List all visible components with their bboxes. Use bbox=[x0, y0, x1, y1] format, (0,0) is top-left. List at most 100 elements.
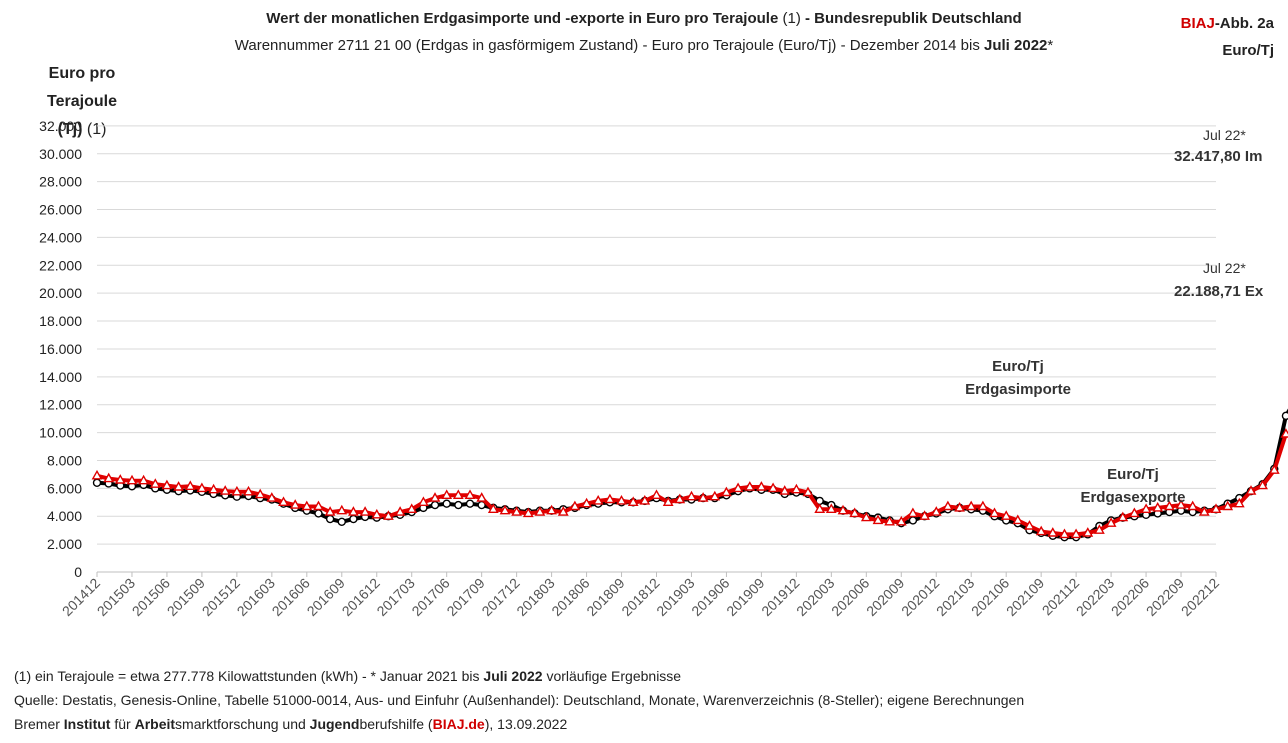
x-tick-label: 202203 bbox=[1073, 575, 1117, 619]
export-point bbox=[989, 507, 1000, 518]
import-line bbox=[96, 408, 1288, 540]
export-point bbox=[149, 478, 161, 488]
export-point bbox=[954, 501, 965, 512]
export-point bbox=[289, 499, 301, 509]
x-tick-label: 202006 bbox=[828, 575, 872, 619]
export-point bbox=[394, 506, 406, 516]
gridlines bbox=[97, 125, 1216, 545]
export-point bbox=[103, 472, 115, 483]
x-tick-label: 201612 bbox=[339, 575, 383, 619]
export-point bbox=[1187, 500, 1199, 511]
footnote-bold: Juli 2022 bbox=[483, 668, 543, 684]
import-last-value: 32.417,80 Im bbox=[1174, 148, 1262, 165]
export-point bbox=[686, 490, 697, 501]
export-point bbox=[429, 492, 441, 502]
y-axis-label-ref: (1) bbox=[82, 121, 107, 138]
export-point bbox=[1175, 499, 1187, 509]
subtitle-text: Warennummer 2711 21 00 (Erdgas in gasför… bbox=[234, 37, 984, 54]
export-point bbox=[1070, 528, 1082, 539]
x-tick-label: 202209 bbox=[1143, 575, 1187, 619]
export-point bbox=[884, 515, 895, 526]
export-point bbox=[616, 494, 627, 505]
x-tick-label: 201412 bbox=[59, 575, 103, 619]
import-last-date: Jul 22* bbox=[1203, 127, 1246, 143]
x-tick-label: 201706 bbox=[408, 575, 452, 619]
footnote-source: Quelle: Destatis, Genesis-Online, Tabell… bbox=[14, 692, 1025, 708]
figure-badge: BIAJ-Abb. 2a Euro/Tj bbox=[1181, 10, 1274, 64]
export-point bbox=[219, 485, 231, 495]
import-point bbox=[442, 499, 451, 508]
export-point bbox=[534, 506, 546, 516]
y-axis-label-line2: Terajoule bbox=[47, 93, 117, 110]
title-text-suffix: - Bundesrepublik Deutschland bbox=[800, 10, 1022, 27]
export-point bbox=[499, 504, 511, 515]
import-point bbox=[1281, 411, 1288, 421]
x-tick-label: 202109 bbox=[1003, 575, 1047, 619]
inst-b: Institut bbox=[63, 716, 111, 732]
x-tick-label: 202012 bbox=[898, 575, 942, 619]
export-point bbox=[511, 506, 522, 516]
export-point bbox=[1117, 511, 1129, 522]
export-point bbox=[1245, 485, 1257, 495]
y-tick-label: 18.000 bbox=[39, 313, 82, 329]
export-point bbox=[383, 510, 394, 520]
export-point bbox=[1024, 520, 1035, 530]
export-point bbox=[791, 483, 802, 494]
export-point bbox=[639, 494, 651, 505]
inst-f: Jugend bbox=[309, 716, 360, 732]
inst-link[interactable]: BIAJ.de bbox=[432, 716, 485, 732]
export-point bbox=[1222, 500, 1234, 511]
export-point bbox=[336, 504, 348, 515]
export-point bbox=[1094, 524, 1105, 534]
export-point bbox=[266, 492, 278, 502]
x-tick-label: 202009 bbox=[863, 575, 907, 619]
x-tick-label: 201712 bbox=[478, 575, 522, 619]
import-point bbox=[454, 500, 463, 510]
y-tick-label: 24.000 bbox=[39, 229, 82, 245]
x-tick-label: 201506 bbox=[129, 575, 173, 619]
export-point bbox=[1233, 497, 1245, 508]
export-point bbox=[138, 474, 149, 485]
series-export bbox=[91, 428, 1288, 539]
export-point bbox=[452, 489, 464, 499]
x-tick-label: 201803 bbox=[513, 575, 557, 619]
export-point bbox=[767, 482, 779, 493]
export-point bbox=[837, 504, 849, 515]
export-point bbox=[348, 506, 359, 516]
export-point bbox=[802, 486, 814, 497]
export-point bbox=[114, 474, 126, 484]
export-point bbox=[91, 469, 103, 480]
export-point bbox=[1210, 503, 1222, 513]
export-point bbox=[522, 507, 534, 518]
export-point bbox=[592, 494, 604, 505]
x-tick-label: 201906 bbox=[688, 575, 732, 619]
export-point bbox=[825, 503, 837, 513]
import-point bbox=[430, 500, 440, 510]
inst-d: Arbeit bbox=[134, 716, 176, 732]
inst-c: für bbox=[110, 716, 135, 732]
export-point bbox=[849, 507, 861, 518]
export-point bbox=[313, 500, 324, 511]
import-point bbox=[325, 514, 335, 524]
y-tick-label: 10.000 bbox=[39, 425, 82, 441]
x-tick-label: 201703 bbox=[373, 575, 417, 619]
export-point bbox=[919, 510, 930, 520]
export-point bbox=[231, 485, 243, 496]
export-series-label-line1: Euro/Tj bbox=[1107, 466, 1159, 483]
import-series-label-line1: Euro/Tj bbox=[992, 358, 1044, 375]
export-point bbox=[1164, 500, 1175, 511]
y-axis-label: Euro pro Terajoule (Tj) (1) bbox=[22, 60, 142, 144]
export-point bbox=[1280, 428, 1288, 438]
export-point bbox=[1140, 503, 1152, 513]
subtitle-asterisk: * bbox=[1047, 37, 1054, 54]
inst-g: berufshilfe ( bbox=[359, 716, 433, 732]
export-point bbox=[173, 481, 184, 491]
export-point bbox=[1000, 510, 1012, 520]
import-point bbox=[349, 514, 358, 524]
export-point bbox=[359, 506, 371, 516]
y-tick-label: 26.000 bbox=[39, 202, 82, 218]
export-point bbox=[1105, 517, 1117, 527]
y-tick-label: 14.000 bbox=[39, 369, 82, 385]
x-tick-label: 202103 bbox=[933, 575, 977, 619]
import-point bbox=[337, 517, 346, 527]
